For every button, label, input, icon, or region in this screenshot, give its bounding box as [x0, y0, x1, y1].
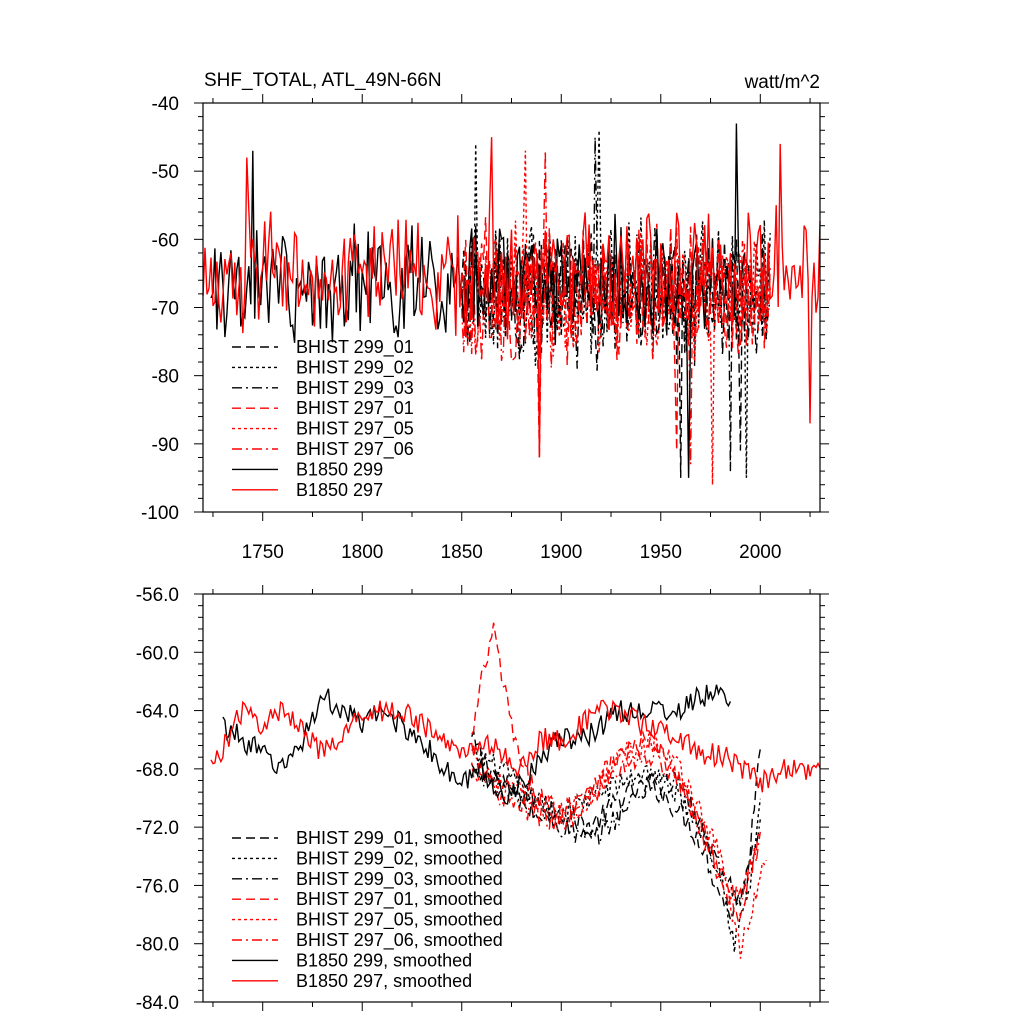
y-tick-label: -50 — [152, 162, 179, 183]
legend-label: BHIST 297_01, smoothed — [296, 889, 503, 910]
legend-label: BHIST 299_03, smoothed — [296, 869, 503, 890]
series-line — [210, 699, 821, 793]
y-tick-label: -68.0 — [136, 760, 179, 781]
legend-label: BHIST 297_01 — [296, 398, 414, 419]
legend-label: BHIST 299_02, smoothed — [296, 848, 503, 869]
legend-label: B1850 297 — [296, 480, 383, 500]
y-tick-label: -70 — [152, 299, 179, 320]
legend-label: BHIST 299_01, smoothed — [296, 828, 503, 849]
legend-label: B1850 299 — [296, 459, 383, 479]
series-group — [210, 622, 821, 959]
y-tick-label: -80.0 — [136, 935, 179, 956]
legend-label: BHIST 297_05 — [296, 419, 414, 440]
series-line — [202, 137, 821, 458]
series-line — [471, 731, 761, 921]
y-tick-label: -40 — [152, 94, 179, 115]
x-tick-label: 1850 — [441, 542, 483, 563]
y-axis: -56.0 -60.0 -64.0 -68.0 -72.0 -76.0 -80.0 -84.0 — [136, 585, 829, 1014]
y-tick-label: -56.0 — [136, 585, 179, 606]
y-tick-label: -64.0 — [136, 702, 179, 723]
x-tick-label: 1750 — [242, 542, 284, 563]
series-line — [461, 150, 771, 465]
legend-label: BHIST 299_01 — [296, 337, 414, 358]
chart-title: SHF_TOTAL, ATL_49N-66N — [204, 70, 442, 91]
legend-label: BHIST 297_06, smoothed — [296, 930, 503, 951]
y-tick-label: -76.0 — [136, 876, 179, 897]
series-line — [471, 622, 761, 925]
panel-top: SHF_TOTAL, ATL_49N-66N watt/m^2 1750 1800… — [141, 70, 829, 563]
legend-label: BHIST 299_03 — [296, 378, 414, 399]
y-tick-label: -100 — [141, 503, 179, 524]
series-line — [461, 217, 771, 458]
series-group — [202, 123, 821, 485]
units-label: watt/m^2 — [744, 72, 820, 93]
y-tick-label: -72.0 — [136, 818, 179, 839]
x-tick-label: 1950 — [640, 542, 682, 563]
panel-bottom: -56.0 -60.0 -64.0 -68.0 -72.0 -76.0 -80.0 -84.0… — [136, 585, 829, 1014]
x-axis: 1750 1800 1850 1900 1950 2000 — [212, 94, 811, 563]
series-line — [471, 763, 761, 906]
y-tick-label: -80 — [152, 367, 179, 388]
series-line — [471, 745, 761, 901]
legend-label: BHIST 297_05, smoothed — [296, 910, 503, 931]
y-tick-label: -90 — [152, 435, 179, 456]
x-axis — [212, 585, 811, 1011]
series-line — [210, 123, 746, 478]
y-tick-label: -60 — [152, 230, 179, 251]
legend-label: BHIST 297_06 — [296, 439, 414, 460]
y-tick-label: -60.0 — [136, 643, 179, 664]
series-line — [471, 733, 767, 959]
legend-label: B1850 299, smoothed — [296, 950, 472, 970]
y-axis: -40 -50 -60 -70 -80 -90 -100 — [141, 94, 829, 524]
x-tick-label: 1800 — [341, 542, 383, 563]
series-line — [222, 684, 732, 805]
x-tick-label: 2000 — [739, 542, 781, 563]
legend-label: BHIST 299_02 — [296, 357, 414, 378]
legend-label: B1850 297, smoothed — [296, 971, 472, 991]
x-tick-label: 1900 — [540, 542, 582, 563]
y-tick-label: -84.0 — [136, 993, 179, 1014]
top-plot-area: 1750 1800 1850 1900 1950 2000-40-50-60-70-80-… — [141, 94, 829, 563]
bottom-plot-area: -56.0 -60.0 -64.0 -68.0 -72.0 -76.0 -80.0 -84.0… — [136, 585, 829, 1014]
